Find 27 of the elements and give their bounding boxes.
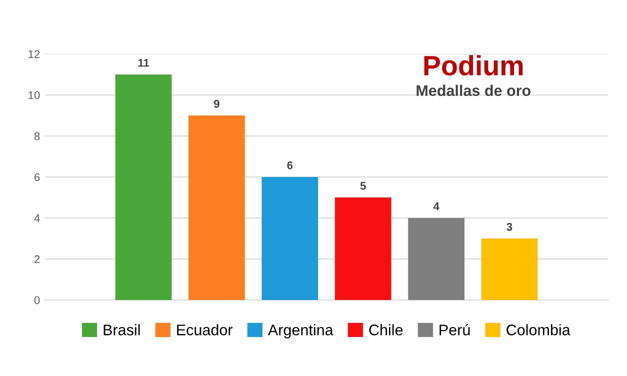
y-tick-label: 0 (34, 296, 40, 304)
data-label: 11 (138, 58, 150, 67)
bar (115, 74, 172, 300)
legend-label: Brasil (104, 324, 140, 336)
legend-label: Argentina (268, 324, 334, 338)
legend-label: Perú (440, 324, 470, 336)
data-label: 3 (506, 222, 512, 231)
data-label: 4 (433, 202, 440, 210)
y-tick-label: 8 (34, 132, 40, 140)
bar (408, 218, 464, 300)
y-tick-label: 10 (28, 91, 40, 100)
bar (262, 177, 318, 300)
text: Medallas de oro (416, 84, 531, 96)
y-tick-label: 2 (34, 255, 40, 264)
y-tick-label: 4 (34, 214, 40, 222)
bar (188, 116, 245, 300)
bar (481, 238, 538, 300)
data-label: 5 (360, 182, 366, 190)
chart-title: Podium (424, 55, 523, 76)
legend-label: Chile (369, 324, 403, 336)
y-tick-label: 6 (34, 173, 40, 182)
data-label: 6 (287, 161, 293, 170)
y-tick-label: 12 (28, 50, 40, 58)
bar (334, 198, 392, 300)
data-label: 9 (214, 100, 220, 108)
legend-label: Ecuador (177, 324, 233, 336)
legend-label: Colombia (506, 324, 570, 336)
